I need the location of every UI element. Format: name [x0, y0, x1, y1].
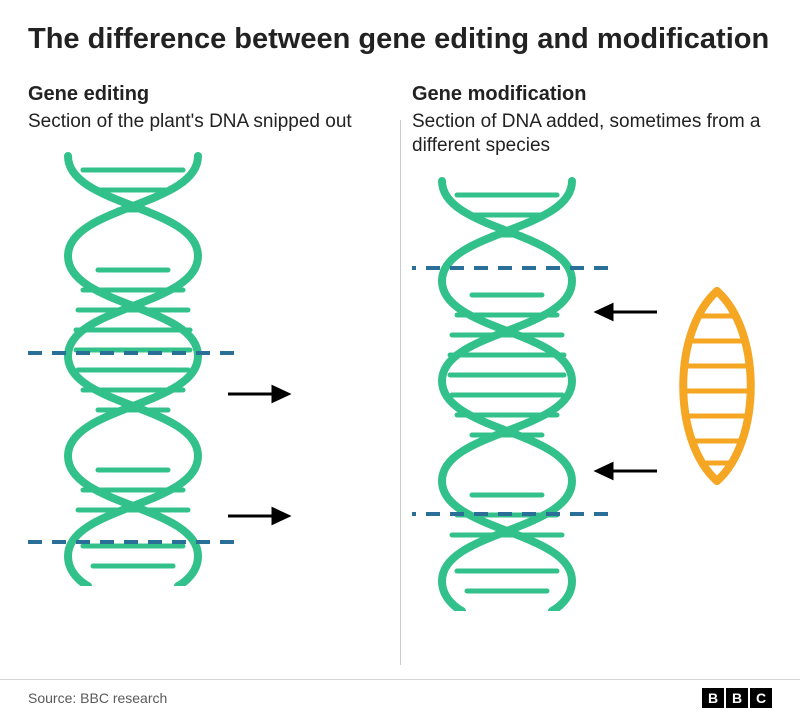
panel-heading: Gene editing	[28, 83, 388, 106]
panel-description: Section of the plant's DNA snipped out	[28, 110, 388, 135]
panel-gene-editing: Gene editing Section of the plant's DNA …	[28, 65, 388, 625]
diagram-gene-modification	[412, 171, 772, 611]
logo-letter: C	[750, 688, 772, 708]
diagram-gene-editing	[28, 146, 388, 586]
panel-heading: Gene modification	[412, 83, 772, 106]
logo-letter: B	[702, 688, 724, 708]
footer: Source: BBC research B B C	[0, 679, 800, 715]
arrow-icon	[597, 305, 657, 478]
main-title: The difference between gene editing and …	[0, 0, 800, 65]
panel-gene-modification: Gene modification Section of DNA added, …	[388, 65, 772, 625]
bbc-logo-icon: B B C	[702, 688, 772, 708]
arrow-icon	[228, 387, 288, 523]
logo-letter: B	[726, 688, 748, 708]
dna-insert-segment-icon	[683, 291, 751, 481]
source-attribution: Source: BBC research	[28, 690, 167, 706]
cut-lines	[28, 353, 238, 542]
panels-container: Gene editing Section of the plant's DNA …	[0, 65, 800, 625]
panel-description: Section of DNA added, sometimes from a d…	[412, 110, 772, 159]
